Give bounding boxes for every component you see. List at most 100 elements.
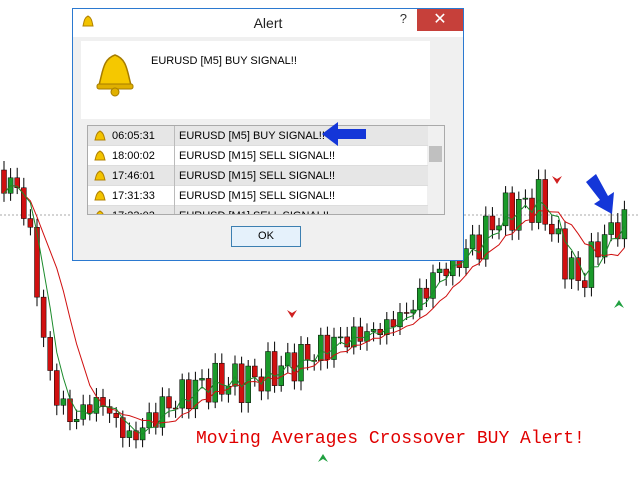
caption: Moving Averages Crossover BUY Alert! (196, 429, 585, 449)
candle-body (496, 225, 502, 231)
candle-body (271, 351, 278, 386)
bell-icon (82, 15, 94, 27)
candle-body (575, 257, 581, 281)
alert-row[interactable]: 17:23:03 EURUSD [M1] SELL SIGNAL!! (88, 206, 428, 214)
candle-body (232, 363, 238, 387)
candle-body (555, 228, 562, 235)
alert-time: 17:31:33 (112, 190, 155, 202)
alert-row[interactable]: 06:05:31 EURUSD [M5] BUY SIGNAL!! (88, 126, 428, 146)
buy-arrow (318, 454, 328, 462)
pointer-arrow (322, 122, 366, 146)
title-bar: Alert ? ✕ (73, 9, 463, 37)
candle-body (252, 365, 258, 378)
candle-body (126, 430, 133, 438)
alert-row[interactable]: 17:46:01 EURUSD [M15] SELL SIGNAL!! (88, 166, 428, 186)
candle-body (463, 248, 469, 268)
candle-body (54, 370, 60, 406)
close-button[interactable]: ✕ (417, 9, 463, 31)
candle-body (502, 192, 509, 227)
candle-body (443, 268, 449, 277)
candle-body (21, 187, 27, 219)
alert-list: 06:05:31 EURUSD [M5] BUY SIGNAL!! 18:00:02… (87, 125, 445, 215)
candle-body (34, 227, 40, 298)
alert-time: 06:05:31 (112, 130, 155, 142)
alert-row[interactable]: 17:31:33 EURUSD [M15] SELL SIGNAL!! (88, 186, 428, 206)
candle-body (595, 241, 601, 258)
candle-body (113, 412, 119, 418)
alert-time: 18:00:02 (112, 150, 155, 162)
candle-body (615, 222, 621, 240)
candle-body (582, 280, 588, 288)
candle-body (469, 234, 476, 249)
candle-body (390, 319, 397, 328)
candle-body (588, 241, 595, 288)
candle-body (476, 234, 482, 260)
scrollbar[interactable] (427, 126, 444, 214)
candle-body (357, 326, 364, 342)
candle-body (166, 396, 172, 409)
alert-text: EURUSD [M15] SELL SIGNAL!! (174, 146, 335, 166)
pointer-arrow (586, 174, 614, 214)
candle-body (298, 344, 304, 382)
candle-body (423, 287, 430, 299)
candle-body (212, 362, 218, 403)
candle-body (159, 396, 166, 428)
candle-body (370, 328, 377, 332)
candle-body (285, 352, 291, 367)
candle-body (179, 379, 185, 409)
alert-dialog: Alert ? ✕ EURUSD [M5] BUY SIGNAL!! 06:05… (72, 8, 464, 261)
alert-message: EURUSD [M5] BUY SIGNAL!! (151, 55, 297, 67)
candle-body (153, 412, 159, 428)
candle-body (489, 215, 496, 231)
ok-button[interactable]: OK (231, 226, 301, 247)
buy-arrow (614, 300, 624, 308)
bell-icon (94, 190, 106, 201)
candle-body (549, 223, 555, 235)
candle-body (324, 334, 331, 360)
candle-body (417, 287, 423, 311)
candle-body (318, 334, 324, 361)
candle-body (397, 312, 403, 328)
sell-arrow (287, 310, 297, 318)
candle-body (60, 398, 67, 406)
candle-body (27, 218, 34, 228)
candle-body (304, 344, 311, 361)
candle-body (172, 407, 179, 410)
candle-body (542, 179, 548, 225)
bell-icon (94, 130, 106, 141)
candle-body (562, 228, 568, 280)
alert-row[interactable]: 18:00:02 EURUSD [M15] SELL SIGNAL!! (88, 146, 428, 166)
bell-icon (94, 150, 106, 161)
candle-body (436, 268, 443, 273)
help-button[interactable]: ? (399, 11, 407, 26)
candle-body (87, 404, 93, 414)
candle-body (535, 179, 542, 223)
candle-body (509, 192, 515, 231)
window-title: Alert (253, 15, 283, 31)
candle-body (430, 272, 436, 299)
candle-body (245, 365, 251, 403)
moving-average (3, 185, 625, 435)
alert-time: 17:23:03 (112, 206, 155, 214)
candle-body (186, 379, 192, 410)
candle-body (601, 234, 608, 258)
candle-body (403, 312, 410, 314)
candle-body (133, 430, 139, 441)
candle-body (93, 397, 100, 414)
candle-body (40, 296, 47, 338)
alert-time: 17:46:01 (112, 170, 155, 182)
alert-text: EURUSD [M5] BUY SIGNAL!! (174, 126, 325, 146)
candle-body (47, 337, 53, 371)
candle-body (73, 419, 80, 423)
candle-body (14, 177, 20, 188)
candle-body (291, 352, 298, 382)
alert-text: EURUSD [M1] SELL SIGNAL!! (174, 206, 329, 214)
candle-body (522, 197, 529, 200)
scrollbar[interactable] (430, 41, 447, 119)
candle-body (384, 319, 390, 335)
candle-body (568, 257, 575, 280)
bell-icon (96, 210, 104, 214)
candle-body (219, 362, 225, 395)
